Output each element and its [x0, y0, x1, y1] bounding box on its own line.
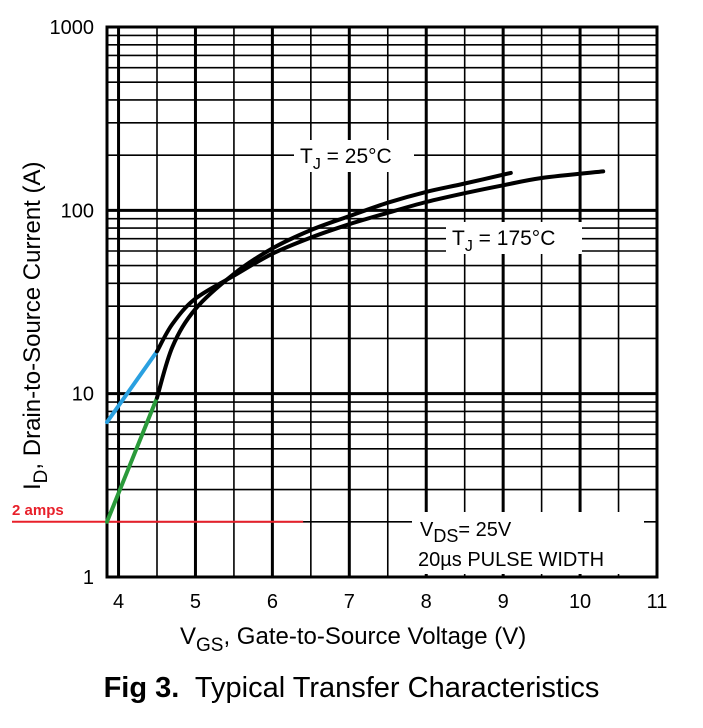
svg-text:TJ = 25°C: TJ = 25°C	[300, 145, 392, 173]
y-axis-label: ID, Drain-to-Source Current (A)	[19, 162, 52, 491]
x-tick-label: 5	[190, 591, 201, 613]
x-tick-label: 10	[569, 591, 591, 613]
extrapolation-line-blue	[105, 349, 159, 425]
y-tick-label: 100	[61, 200, 94, 222]
test-conditions-annotation: VDS= 25V 20µs PULSE WIDTH	[412, 512, 644, 574]
y-tick-label: 10	[72, 384, 94, 406]
svg-text:20µs PULSE WIDTH: 20µs PULSE WIDTH	[418, 549, 604, 571]
x-tick-label: 4	[113, 591, 124, 613]
y-tick-label: 1	[83, 567, 94, 589]
x-tick-label: 11	[647, 591, 668, 613]
x-tick-label: 6	[267, 591, 278, 613]
plot-border	[105, 25, 659, 579]
x-tick-label: 9	[498, 591, 509, 613]
plot-curves	[12, 169, 606, 524]
series-line-175c	[155, 169, 606, 354]
y-tick-label: 1000	[50, 17, 95, 39]
series-label-175c: TJ = 175°C	[446, 222, 582, 255]
extrapolation-line-green	[105, 395, 159, 524]
figure-caption: Fig 3. Typical Transfer Characteristics	[0, 672, 703, 705]
x-tick-label: 7	[344, 591, 355, 613]
two-amps-label: 2 amps	[12, 502, 64, 519]
x-tick-label: 8	[421, 591, 432, 613]
svg-text:VDS= 25V: VDS= 25V	[420, 519, 512, 546]
x-axis-label: VGS, Gate-to-Source Voltage (V)	[180, 623, 526, 656]
series-label-25c: TJ = 25°C	[294, 140, 414, 173]
figure-title: Typical Transfer Characteristics	[194, 672, 600, 704]
series-line-25c	[155, 170, 513, 400]
figure-number: Fig 3.	[103, 672, 180, 704]
svg-text:TJ = 175°C: TJ = 175°C	[452, 227, 555, 255]
